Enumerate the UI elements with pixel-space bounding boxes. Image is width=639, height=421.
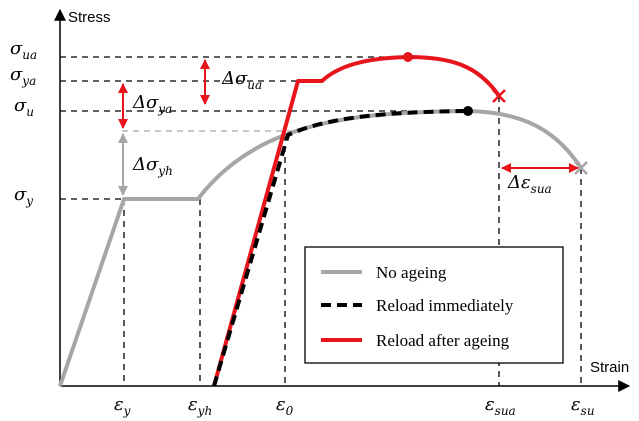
x-tick-eps-y: εy — [114, 394, 131, 418]
label-d-sigma-yh: Δσyh — [132, 154, 173, 178]
x-tick-eps-0: ε0 — [276, 394, 294, 418]
vertical-guides — [123, 96, 582, 386]
red-peak-dot — [403, 52, 413, 62]
legend: No ageing Reload immediately Reload afte… — [304, 246, 564, 364]
x-tick-eps-yh: εyh — [188, 394, 212, 418]
y-tick-sigma-ya: σya — [10, 64, 36, 88]
curve-no-ageing — [58, 109, 583, 387]
horizontal-guides — [60, 56, 468, 200]
reload-after-ageing-end-marker — [492, 89, 506, 103]
y-tick-sigma-u: σu — [14, 95, 34, 119]
x-tick-eps-su: εsu — [571, 394, 595, 418]
legend-label-reload-immediately: Reload immediately — [376, 296, 514, 315]
label-d-eps-sua: Δεsua — [507, 172, 552, 196]
x-tick-eps-sua: εsua — [485, 394, 516, 418]
curve-reload-immediately — [212, 109, 469, 387]
label-d-sigma-ya: Δσya — [132, 92, 172, 116]
y-tick-sigma-y: σy — [14, 184, 33, 208]
y-tick-sigma-ua: σua — [10, 38, 37, 62]
y-axis-label: Stress — [68, 9, 111, 26]
label-d-sigma-ua: Δσua — [221, 68, 262, 92]
legend-box — [304, 246, 564, 364]
legend-label-reload-after-ageing: Reload after ageing — [376, 331, 510, 350]
black-peak-dot — [463, 106, 473, 116]
x-axis-label: Strain — [590, 359, 629, 376]
legend-label-no-ageing: No ageing — [376, 263, 447, 282]
